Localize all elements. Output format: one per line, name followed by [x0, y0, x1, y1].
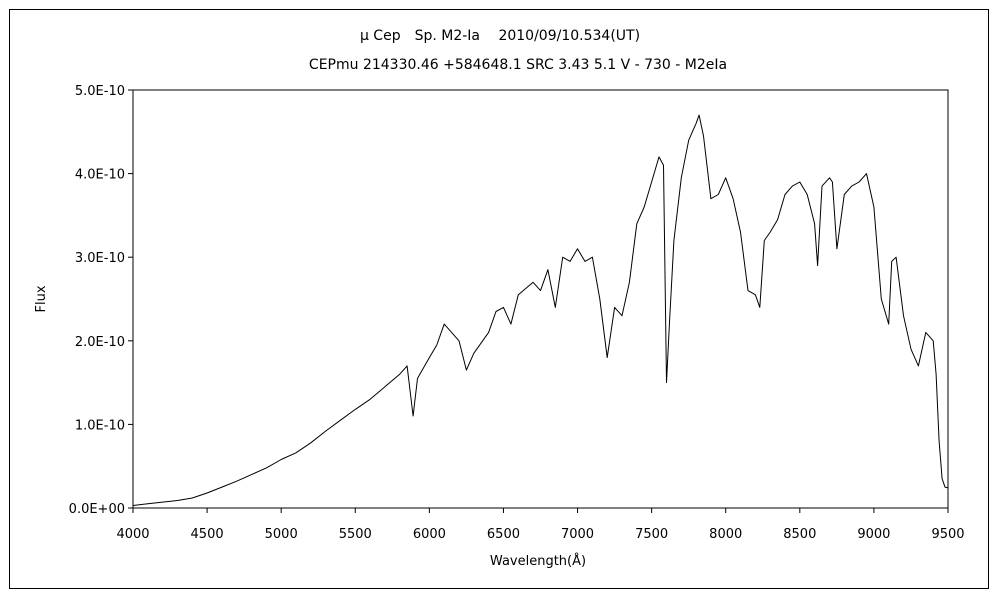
chart-subtitle: CEPmu 214330.46 +584648.1 SRC 3.43 5.1 V… — [309, 57, 727, 73]
x-tick-label: 9500 — [931, 527, 964, 542]
chart-frame — [9, 9, 989, 589]
y-tick-label: 5.0E-10 — [75, 84, 125, 99]
plot-area — [132, 89, 949, 509]
y-tick-label: 2.0E-10 — [75, 335, 125, 350]
y-axis: 0.0E+00 1.0E-10 2.0E-10 3.0E-10 4.0E-10 5.0E-… — [69, 84, 133, 517]
x-tick-label: 5000 — [265, 527, 298, 542]
series-layer — [132, 114, 949, 506]
x-axis-label: Wavelength(Å) — [490, 553, 586, 569]
x-tick-label: 6000 — [413, 527, 446, 542]
x-tick-label: 4500 — [191, 527, 224, 542]
x-axis: 4000 4500 5000 5500 6000 6500 7000 7500 8000 8500… — [116, 508, 965, 542]
x-tick-label: 8500 — [783, 527, 816, 542]
x-tick-label: 4000 — [116, 527, 149, 542]
x-tick-label: 8000 — [709, 527, 742, 542]
y-tick-label: 3.0E-10 — [75, 251, 125, 266]
y-tick-label: 4.0E-10 — [75, 168, 125, 183]
x-tick-label: 5500 — [339, 527, 372, 542]
y-axis-label: Flux — [34, 285, 49, 312]
y-tick-label: 0.0E+00 — [69, 502, 125, 517]
x-tick-label: 6500 — [487, 527, 520, 542]
x-tick-label: 7500 — [635, 527, 668, 542]
series-line — [132, 114, 949, 506]
chart-title: μ Cep Sp. M2-Ia 2010/09/10.534(UT) — [360, 28, 640, 44]
y-tick-label: 1.0E-10 — [75, 418, 125, 433]
x-tick-label: 7000 — [561, 527, 594, 542]
x-tick-label: 9000 — [857, 527, 890, 542]
